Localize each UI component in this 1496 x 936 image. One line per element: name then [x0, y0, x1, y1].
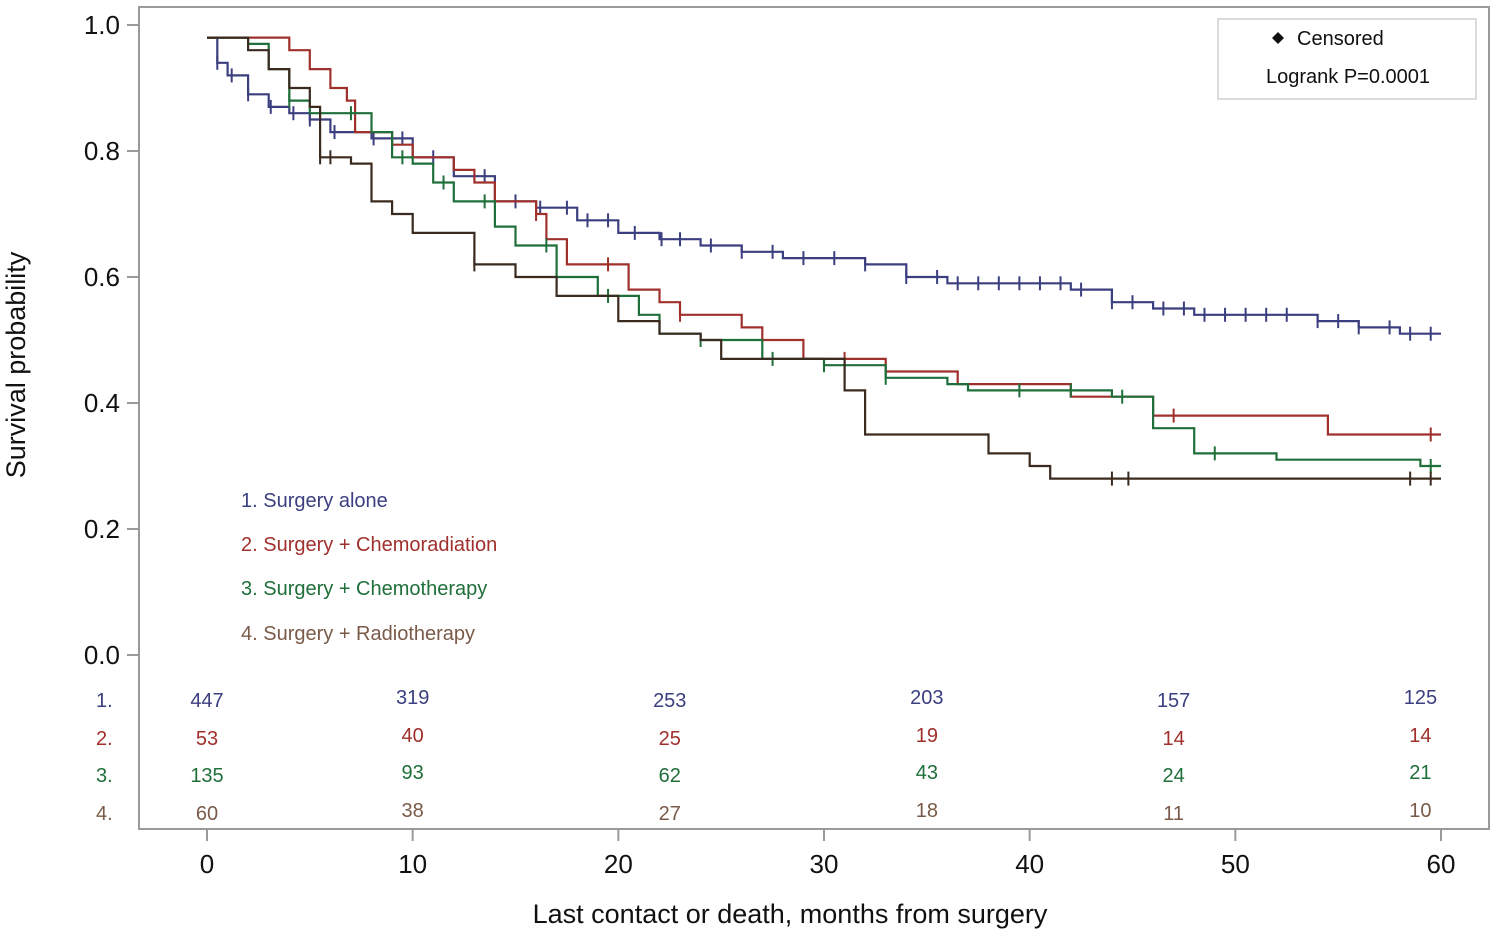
risk-value: 43 [916, 762, 938, 784]
series-legend: 1. Surgery alone 2. Surgery + Chemoradiat… [241, 490, 497, 645]
risk-value: 62 [659, 765, 681, 787]
risk-value: 60 [196, 803, 218, 825]
x-axis-title: Last contact or death, months from surge… [533, 899, 1048, 929]
x-tick-label: 10 [398, 849, 427, 879]
survival-curve-3 [207, 36, 1441, 468]
risk-value: 53 [196, 728, 218, 750]
legend-item-4: 4. Surgery + Radiotherapy [241, 623, 475, 645]
survival-curve-1 [207, 36, 1441, 335]
x-tick-label: 20 [604, 849, 633, 879]
risk-value: 21 [1409, 762, 1431, 784]
risk-value: 14 [1409, 725, 1431, 747]
risk-value: 253 [653, 690, 686, 712]
y-tick-label: 0.6 [84, 262, 120, 292]
risk-value: 24 [1163, 765, 1185, 787]
risk-value: 27 [659, 803, 681, 825]
risk-row-label: 2. [96, 728, 113, 750]
risk-value: 18 [916, 800, 938, 822]
risk-value: 157 [1157, 690, 1190, 712]
x-tick-label: 50 [1221, 849, 1250, 879]
y-axis-title: Survival probability [1, 251, 31, 478]
risk-value: 38 [402, 800, 424, 822]
risk-row-label: 3. [96, 765, 113, 787]
risk-value: 19 [916, 725, 938, 747]
censored-label: Censored [1297, 28, 1384, 50]
risk-value: 10 [1409, 800, 1431, 822]
y-axis: 0.0 0.2 0.4 0.6 0.8 1.0 [84, 10, 139, 670]
plot-frame [138, 6, 1490, 830]
x-axis: 0 10 20 30 40 50 60 [200, 829, 1456, 879]
risk-value: 125 [1404, 687, 1437, 709]
x-tick-label: 0 [200, 849, 214, 879]
y-tick-label: 0.8 [84, 136, 120, 166]
risk-value: 447 [190, 690, 223, 712]
risk-value: 203 [910, 687, 943, 709]
risk-value: 11 [1163, 803, 1184, 825]
legend-item-1: 1. Surgery alone [241, 490, 388, 512]
legend-item-3: 3. Surgery + Chemotherapy [241, 578, 487, 600]
y-tick-label: 0.2 [84, 514, 120, 544]
risk-row-label: 4. [96, 803, 113, 825]
x-tick-label: 30 [810, 849, 839, 879]
x-tick-label: 40 [1015, 849, 1044, 879]
logrank-pvalue: Logrank P=0.0001 [1266, 66, 1430, 88]
legend-item-2: 2. Surgery + Chemoradiation [241, 534, 497, 556]
risk-value: 135 [190, 765, 223, 787]
x-tick-label: 60 [1427, 849, 1456, 879]
risk-value: 25 [659, 728, 681, 750]
y-tick-label: 0.0 [84, 640, 120, 670]
legend-box-frame [1217, 18, 1477, 100]
risk-row-label: 1. [96, 690, 113, 712]
legend-box: Censored Logrank P=0.0001 [1217, 18, 1477, 100]
survival-curve-4 [207, 36, 1441, 480]
survival-curves [207, 36, 1441, 486]
y-tick-label: 1.0 [84, 10, 120, 40]
risk-value: 93 [402, 762, 424, 784]
y-tick-label: 0.4 [84, 388, 120, 418]
survival-curve-2 [207, 36, 1441, 436]
risk-value: 40 [402, 725, 424, 747]
risk-value: 319 [396, 687, 429, 709]
censored-marker-icon [1272, 32, 1284, 44]
number-at-risk-table: 1. 447 319 253 203 157 125 2. 53 40 25 19 14 14 3. 135 9… [96, 687, 1437, 825]
risk-value: 14 [1163, 728, 1185, 750]
